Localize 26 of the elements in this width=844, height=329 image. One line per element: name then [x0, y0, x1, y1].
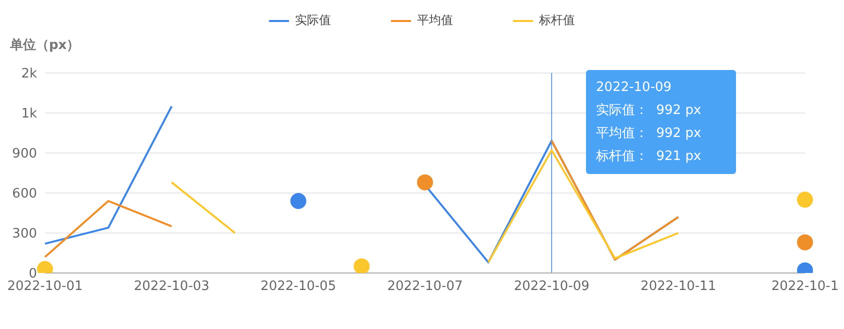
- x-tick-label: 2022-10-05: [260, 279, 336, 294]
- point: [290, 193, 306, 209]
- y-tick-label: 300: [12, 226, 37, 242]
- annotation: 2022-10-09: [596, 79, 673, 97]
- x-tick-label: 2022-10-01: [7, 279, 83, 294]
- annotation: 平均值： 992 px: [596, 125, 702, 143]
- x-tick-label: 2022-10-07: [387, 279, 463, 294]
- y-tick-label: 0: [28, 266, 37, 282]
- point: [797, 234, 813, 250]
- x-tick-label: 2022-10-09: [514, 279, 590, 294]
- x-tick-label: 2022-10-1: [771, 279, 839, 294]
- x-tick-label: 2022-10-03: [134, 279, 210, 294]
- legend-label: 标杆值: [539, 12, 575, 29]
- legend-label: 平均值: [417, 12, 453, 29]
- point: [797, 192, 813, 208]
- y-axis-title: 单位（px）: [10, 37, 80, 54]
- legend-label: 实际值: [295, 12, 331, 29]
- y-tick-label: 2k: [21, 66, 38, 82]
- annotation: 标杆值： 921 px: [596, 148, 702, 166]
- y-tick-label: 1k: [21, 106, 38, 122]
- point: [354, 258, 370, 273]
- x-tick-label: 2022-10-11: [640, 279, 716, 294]
- point: [417, 174, 433, 190]
- y-tick-label: 900: [12, 146, 37, 162]
- annotation: 实际值： 992 px: [596, 102, 702, 120]
- y-tick-label: 600: [12, 186, 37, 202]
